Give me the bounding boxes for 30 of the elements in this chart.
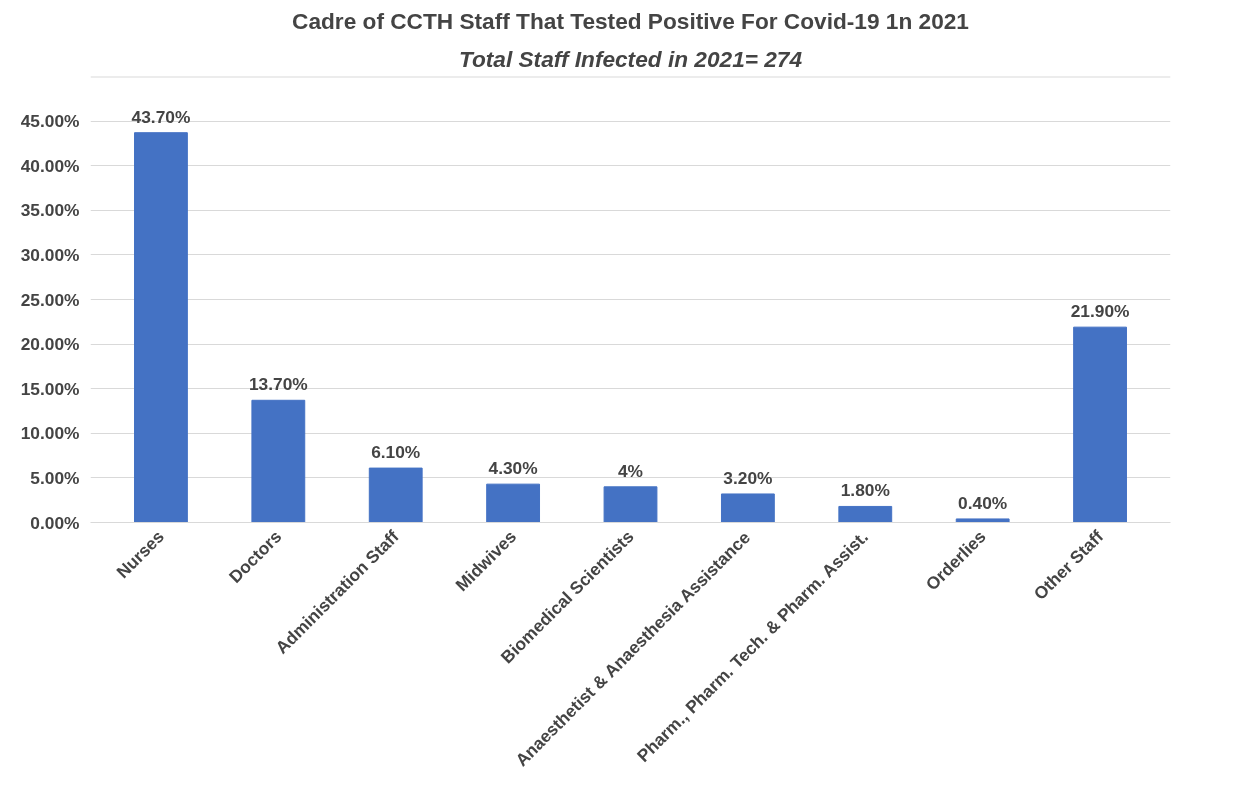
bar (251, 399, 306, 523)
bar (603, 486, 658, 523)
data-label: 43.70% (131, 106, 191, 127)
data-label: 3.20% (723, 467, 773, 488)
y-tick-label: 20.00% (20, 334, 80, 355)
data-label: 0.40% (958, 492, 1008, 513)
bar (486, 483, 541, 523)
y-tick-label: 10.00% (20, 423, 80, 444)
y-tick-label: 30.00% (20, 244, 80, 265)
bar (368, 467, 423, 523)
y-tick-label: 35.00% (20, 200, 80, 221)
data-label: 4% (617, 460, 644, 481)
bar (134, 132, 188, 523)
y-tick-label: 15.00% (20, 378, 80, 399)
data-label: 13.70% (248, 374, 308, 395)
y-tick-label: 25.00% (20, 289, 80, 310)
bar (720, 493, 775, 523)
bar (838, 505, 893, 523)
bar (1073, 326, 1127, 523)
chart-subtitle: Total Staff Infected in 2021= 274 (458, 45, 803, 72)
data-label: 6.10% (371, 442, 421, 463)
bar (955, 518, 1010, 523)
data-label: 21.90% (1070, 301, 1130, 322)
y-tick-label: 0.00% (30, 512, 80, 533)
chart-title: Cadre of CCTH Staff That Tested Positive For Covid-19 1n 2021 (292, 7, 969, 34)
data-label: 1.80% (840, 480, 890, 501)
data-label: 4.30% (488, 458, 538, 479)
y-tick-label: 5.00% (30, 467, 80, 488)
y-tick-label: 45.00% (20, 111, 80, 132)
y-tick-label: 40.00% (20, 155, 80, 176)
